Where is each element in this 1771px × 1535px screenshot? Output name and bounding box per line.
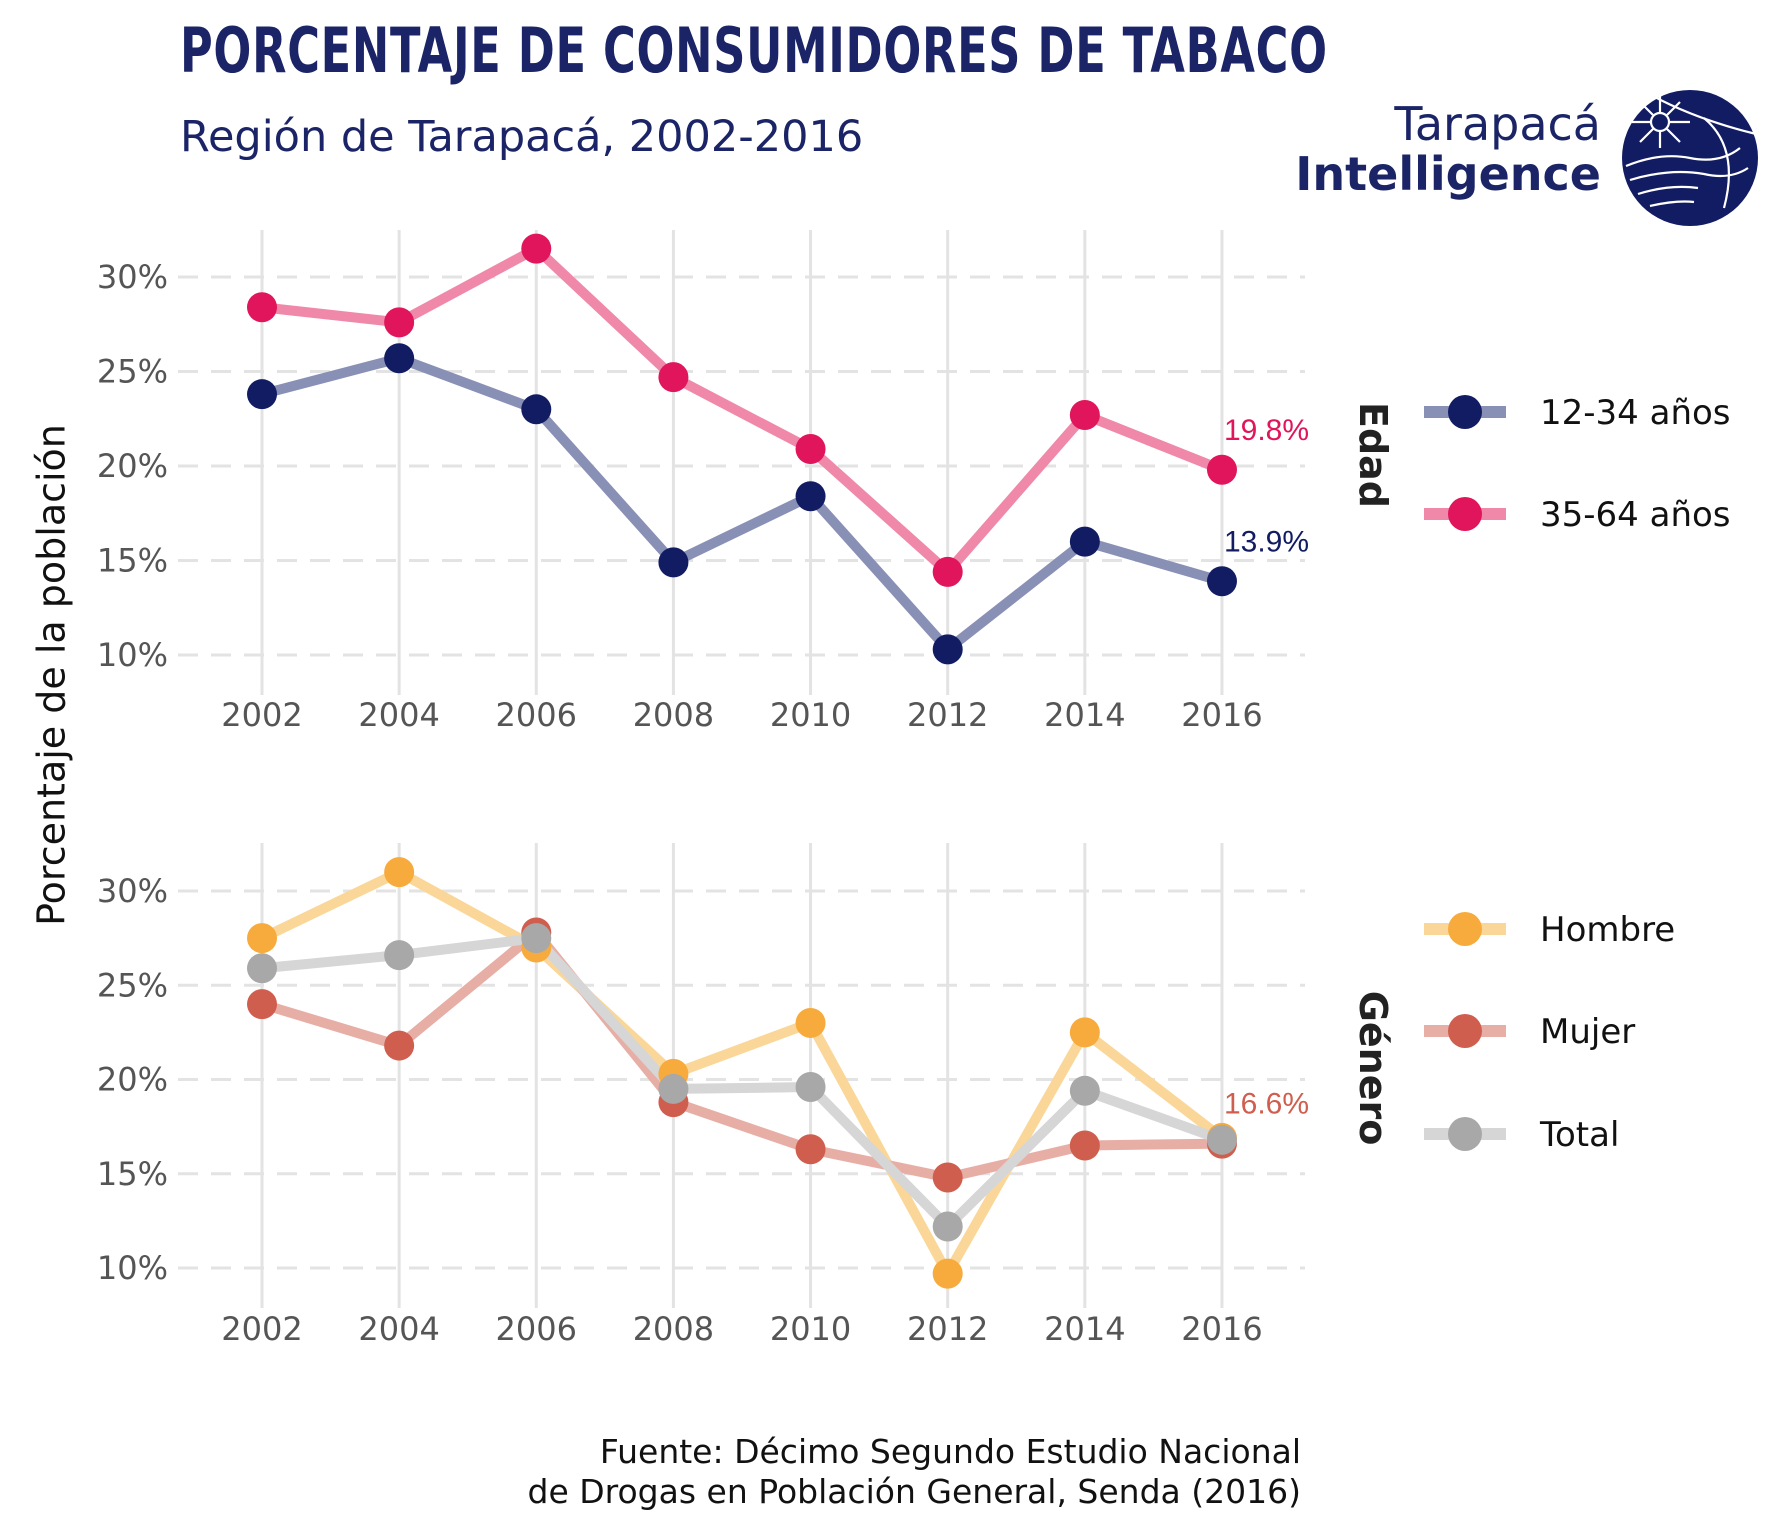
x-tick-label: 2010 <box>770 1310 851 1348</box>
y-tick-label: 25% <box>97 966 168 1004</box>
data-point-35-64-anos <box>247 292 277 323</box>
x-tick-label: 2016 <box>1181 1310 1262 1348</box>
legend-label-35-64-anos: 35-64 años <box>1540 495 1731 535</box>
source-line-2: de Drogas en Población General, Senda (2… <box>527 1472 1302 1512</box>
series-line-hombre <box>257 867 1227 1279</box>
data-point-total <box>1069 1075 1100 1106</box>
series-line-mujer <box>257 927 1227 1183</box>
x-tick-label: 2010 <box>770 696 851 734</box>
legend-key-dot-total <box>1448 1117 1482 1151</box>
y-tick-label: 15% <box>97 1155 168 1193</box>
y-tick-label: 30% <box>97 872 168 910</box>
data-point-hombre <box>932 1258 963 1289</box>
end-label-mujer: 16.6% <box>1224 1088 1309 1121</box>
data-point-mujer <box>795 1134 826 1165</box>
data-point-total <box>384 940 415 971</box>
data-point-35-64-anos <box>384 307 415 338</box>
data-point-12-34-anos <box>521 394 552 425</box>
data-point-hombre <box>1069 1017 1100 1048</box>
data-point-35-64-anos <box>932 556 963 587</box>
x-tick-label: 2004 <box>358 1310 439 1348</box>
end-label-35-64-anos: 19.8% <box>1224 414 1309 447</box>
legend-label-total: Total <box>1539 1115 1619 1155</box>
series-line-35-64-anos <box>257 243 1227 577</box>
data-point-12-34-anos <box>1206 566 1237 597</box>
chart-title: PORCENTAJE DE CONSUMIDORES DE TABACO <box>180 14 1328 87</box>
series-line-12-34-anos <box>257 353 1227 655</box>
logo-line-2: Intelligence <box>1295 146 1601 201</box>
source-note: Fuente: Décimo Segundo Estudio Nacional … <box>528 1432 1302 1513</box>
data-point-hombre <box>795 1007 826 1038</box>
data-point-35-64-anos <box>1206 454 1237 485</box>
logo-globe-icon <box>1622 89 1758 226</box>
y-tick-label: 30% <box>97 258 168 296</box>
data-point-mujer <box>247 989 277 1020</box>
x-tick-label: 2006 <box>496 696 577 734</box>
logo-wordmark: Tarapacá Intelligence <box>1295 97 1601 201</box>
data-point-hombre <box>384 857 415 888</box>
x-tick-label: 2012 <box>907 696 988 734</box>
x-tick-label: 2002 <box>221 1310 302 1348</box>
x-tick-label: 2012 <box>907 1310 988 1348</box>
y-tick-label: 10% <box>97 1249 168 1287</box>
data-point-mujer <box>1069 1130 1100 1161</box>
data-point-total <box>247 953 277 984</box>
end-label-12-34-anos: 13.9% <box>1224 525 1309 558</box>
legend-key-dot-mujer <box>1448 1014 1482 1048</box>
data-point-total <box>521 923 552 954</box>
data-point-total <box>932 1211 963 1242</box>
data-point-mujer <box>384 1030 415 1061</box>
series-line-total <box>257 933 1227 1232</box>
source-line-1: Fuente: Décimo Segundo Estudio Nacional <box>599 1432 1301 1471</box>
x-tick-label: 2008 <box>633 696 714 734</box>
legend-key-dot-35-64-anos <box>1448 497 1482 531</box>
legend-label-12-34-anos: 12-34 años <box>1540 393 1731 433</box>
data-point-12-34-anos <box>795 481 826 512</box>
data-point-total <box>1206 1124 1237 1155</box>
x-tick-label: 2006 <box>496 1310 577 1348</box>
facet-label-edad: Edad <box>1351 402 1395 508</box>
y-axis-title: Porcentaje de la población <box>30 424 74 926</box>
data-point-total <box>795 1072 826 1103</box>
data-point-total <box>658 1073 689 1104</box>
chart-subtitle: Región de Tarapacá, 2002-2016 <box>180 112 864 162</box>
y-tick-label: 15% <box>97 542 168 580</box>
x-tick-label: 2002 <box>221 696 302 734</box>
data-point-35-64-anos <box>521 233 552 264</box>
data-point-12-34-anos <box>247 379 277 410</box>
legend-label-hombre: Hombre <box>1540 910 1675 950</box>
text-layer: 2002 2004 2006 2008 2010 2012 2014 2016 10% 15% 20… <box>97 258 1731 1348</box>
lines-layer <box>257 243 1227 1279</box>
logo-line-1: Tarapacá <box>1394 97 1601 151</box>
data-point-hombre <box>247 923 277 954</box>
x-tick-label: 2008 <box>633 1310 714 1348</box>
data-point-mujer <box>932 1162 963 1193</box>
data-point-12-34-anos <box>1069 526 1100 557</box>
data-point-12-34-anos <box>932 634 963 665</box>
y-tick-label: 10% <box>97 636 168 674</box>
points-layer <box>247 233 1237 1289</box>
data-point-35-64-anos <box>658 362 689 393</box>
data-point-35-64-anos <box>1069 399 1100 430</box>
data-point-35-64-anos <box>795 433 826 464</box>
data-point-12-34-anos <box>658 547 689 578</box>
legend-key-dot-hombre <box>1448 912 1482 946</box>
x-tick-label: 2016 <box>1181 696 1262 734</box>
x-tick-label: 2004 <box>358 696 439 734</box>
facet-label-genero: Género <box>1351 991 1395 1146</box>
y-tick-label: 20% <box>97 447 168 485</box>
legend-key-dot-12-34-anos <box>1448 395 1482 429</box>
y-tick-label: 20% <box>97 1061 168 1099</box>
data-point-12-34-anos <box>384 343 415 374</box>
x-tick-label: 2014 <box>1044 1310 1125 1348</box>
y-tick-label: 25% <box>97 353 168 391</box>
legend-label-mujer: Mujer <box>1540 1012 1635 1052</box>
x-tick-label: 2014 <box>1044 696 1125 734</box>
